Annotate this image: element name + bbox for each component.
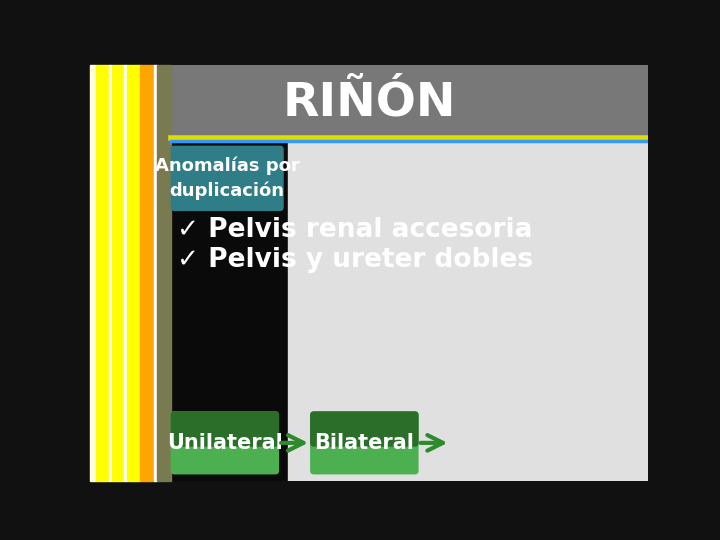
- Bar: [96, 65, 109, 481]
- Bar: [171, 65, 648, 138]
- FancyBboxPatch shape: [171, 411, 279, 475]
- Bar: [287, 142, 648, 481]
- Bar: [90, 65, 96, 481]
- Bar: [124, 65, 127, 481]
- Bar: [171, 142, 648, 481]
- Text: ✓ Pelvis renal accesoria: ✓ Pelvis renal accesoria: [177, 217, 532, 244]
- Text: Unilateral: Unilateral: [167, 433, 283, 453]
- Bar: [109, 65, 112, 481]
- Text: Anomalías por
duplicación: Anomalías por duplicación: [155, 156, 300, 200]
- FancyBboxPatch shape: [310, 411, 418, 475]
- Bar: [140, 65, 153, 481]
- FancyBboxPatch shape: [171, 411, 279, 447]
- Bar: [153, 65, 157, 481]
- Bar: [157, 65, 171, 481]
- Bar: [127, 65, 140, 481]
- FancyBboxPatch shape: [171, 146, 284, 211]
- Text: Bilateral: Bilateral: [315, 433, 414, 453]
- FancyBboxPatch shape: [310, 411, 418, 447]
- Text: ✓ Pelvis y ureter dobles: ✓ Pelvis y ureter dobles: [177, 247, 533, 273]
- Bar: [112, 65, 124, 481]
- Text: RIÑÓN: RIÑÓN: [282, 80, 456, 125]
